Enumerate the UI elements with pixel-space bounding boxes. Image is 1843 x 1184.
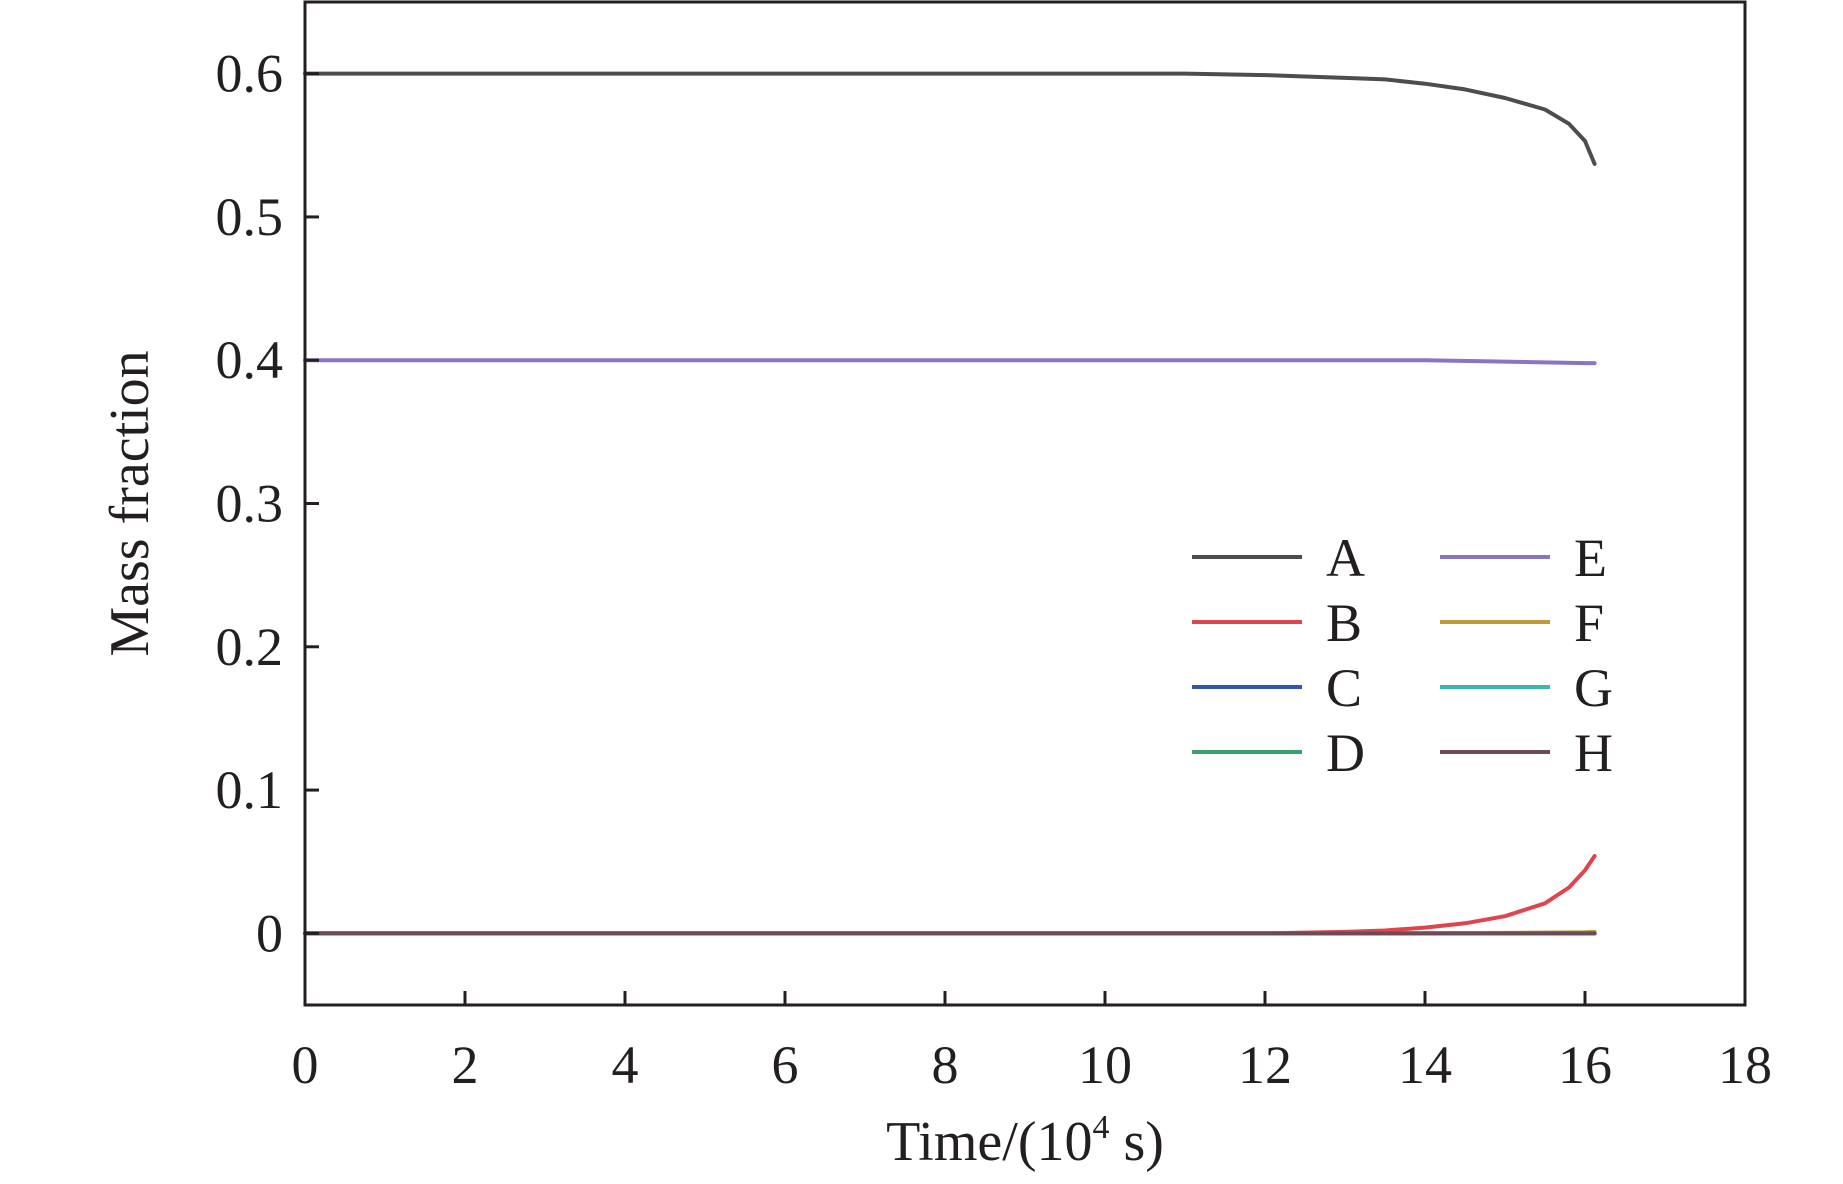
x-tick-label-12: 12 bbox=[1238, 1035, 1292, 1095]
x-tick-label-16: 16 bbox=[1558, 1035, 1612, 1095]
x-axis-title-main: Time/(10 bbox=[886, 1111, 1092, 1173]
legend-label-h: H bbox=[1574, 723, 1613, 783]
y-tick-label-0-4: 0.4 bbox=[216, 330, 284, 390]
x-tick-label-18: 18 bbox=[1718, 1035, 1772, 1095]
series-line-a bbox=[303, 71, 1597, 166]
legend-label-c: C bbox=[1326, 658, 1362, 718]
y-tick-label-0-5: 0.5 bbox=[216, 187, 284, 247]
legend-label-g: G bbox=[1574, 658, 1613, 718]
x-axis-ticks: 0 2 4 6 8 10 12 14 16 18 bbox=[292, 991, 1772, 1095]
y-axis-ticks: 0 0.1 0.2 0.3 0.4 0.5 0.6 bbox=[216, 44, 319, 963]
y-axis-title: Mass fraction bbox=[99, 350, 161, 656]
legend-label-b: B bbox=[1326, 593, 1362, 653]
y-tick-label-0-1: 0.1 bbox=[216, 760, 284, 820]
x-tick-label-14: 14 bbox=[1398, 1035, 1452, 1095]
x-tick-label-8: 8 bbox=[932, 1035, 959, 1095]
legend-label-d: D bbox=[1326, 723, 1365, 783]
y-tick-label-0-2: 0.2 bbox=[216, 617, 284, 677]
x-tick-label-10: 10 bbox=[1078, 1035, 1132, 1095]
legend-label-e: E bbox=[1574, 528, 1607, 588]
x-axis-title: Time/(104 s) bbox=[886, 1109, 1164, 1173]
y-tick-label-0: 0 bbox=[256, 903, 283, 963]
x-axis-title-unit: s) bbox=[1109, 1111, 1163, 1173]
x-tick-label-2: 2 bbox=[452, 1035, 479, 1095]
y-tick-label-0-6: 0.6 bbox=[216, 44, 284, 104]
x-tick-label-0: 0 bbox=[292, 1035, 319, 1095]
series-layer bbox=[303, 71, 1597, 936]
legend-label-f: F bbox=[1574, 593, 1604, 653]
x-tick-label-6: 6 bbox=[772, 1035, 799, 1095]
x-tick-label-4: 4 bbox=[612, 1035, 639, 1095]
x-axis-title-superscript: 4 bbox=[1092, 1109, 1109, 1146]
legend-label-a: A bbox=[1326, 528, 1365, 588]
y-tick-label-0-3: 0.3 bbox=[216, 474, 284, 534]
series-line-e bbox=[303, 358, 1597, 366]
